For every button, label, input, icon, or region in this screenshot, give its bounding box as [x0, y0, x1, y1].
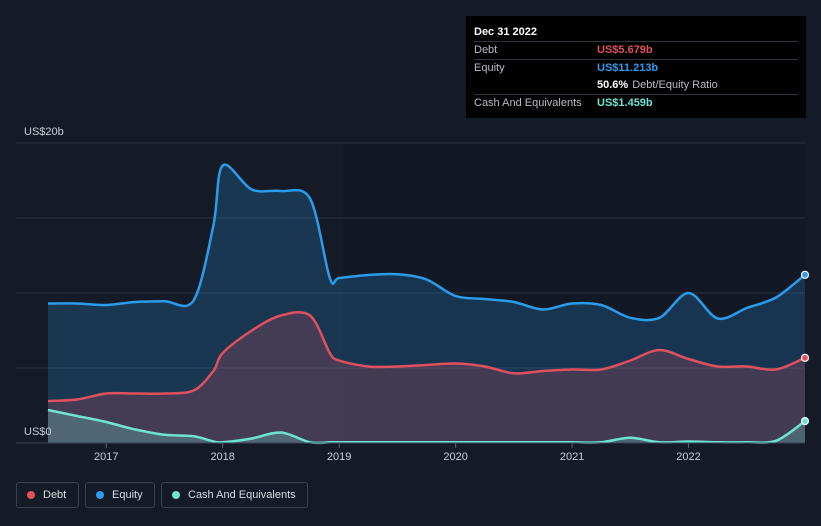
tooltip-row-cash: Cash And Equivalents US$1.459b — [474, 94, 798, 112]
legend-item-cash[interactable]: Cash And Equivalents — [161, 482, 308, 508]
tooltip-debt-value: US$5.679b — [597, 44, 653, 56]
series-endpoints — [800, 270, 810, 426]
cash-and-equivalents-line — [47, 408, 806, 445]
x-tick-label: 2021 — [560, 451, 584, 463]
legend-item-debt[interactable]: Debt — [16, 482, 79, 508]
x-tick-label: 2018 — [210, 451, 234, 463]
legend-cash-label: Cash And Equivalents — [188, 489, 296, 501]
debt-line — [47, 310, 806, 403]
tooltip-row-equity: Equity US$11.213b — [474, 59, 798, 77]
debt-endpoint[interactable] — [800, 353, 810, 362]
x-tick-label: 2022 — [676, 451, 700, 463]
tooltip-row-debt: Debt US$5.679b — [474, 41, 798, 59]
equity-endpoint[interactable] — [800, 270, 810, 279]
debt-area — [48, 312, 805, 443]
tooltip-equity-label: Equity — [474, 62, 505, 74]
cash-dot-icon — [172, 491, 180, 499]
chart-legend: Debt Equity Cash And Equivalents — [16, 482, 308, 508]
tooltip-cash-value: US$1.459b — [597, 97, 653, 109]
x-tick-label: 2017 — [94, 451, 118, 463]
x-tick-label: 2020 — [443, 451, 467, 463]
tooltip-ratio-value: 50.6% — [597, 79, 629, 91]
cash-and-equivalents-endpoint[interactable] — [800, 417, 810, 426]
data-tooltip: Dec 31 2022 Debt US$5.679b Equity US$11.… — [466, 16, 806, 118]
tooltip-equity-value: US$11.213b — [597, 62, 659, 74]
x-axis-ticks: 2017 2018 2019 2020 2021 2022 — [16, 442, 805, 463]
tooltip-debt-label: Debt — [474, 44, 498, 56]
x-tick-label: 2019 — [327, 451, 351, 463]
legend-debt-label: Debt — [43, 489, 67, 501]
tooltip-cash-label: Cash And Equivalents — [474, 97, 582, 109]
series-areas — [48, 164, 805, 444]
tooltip-row-ratio: 50.6% Debt/Equity Ratio — [474, 77, 798, 94]
series-lines — [47, 163, 806, 445]
y-tick-label-bottom: US$0 — [24, 426, 52, 438]
legend-item-equity[interactable]: Equity — [85, 482, 155, 508]
y-tick-label-top: US$20b — [24, 126, 64, 138]
tooltip-date: Dec 31 2022 — [474, 26, 537, 38]
equity-line — [47, 163, 806, 322]
equity-dot-icon — [96, 491, 104, 499]
cash-and-equivalents-area — [48, 410, 805, 443]
equity-area — [48, 164, 805, 444]
tooltip-ratio-label: Debt/Equity Ratio — [632, 79, 718, 91]
debt-dot-icon — [27, 491, 35, 499]
legend-equity-label: Equity — [112, 489, 143, 501]
